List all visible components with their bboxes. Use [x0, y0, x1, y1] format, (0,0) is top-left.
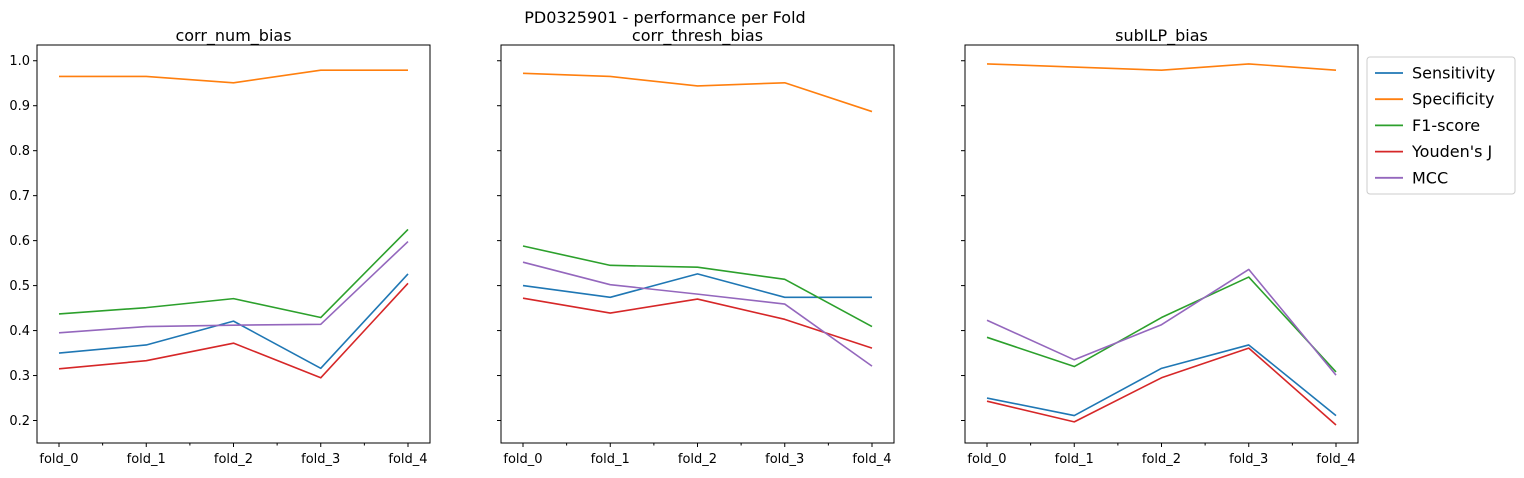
- y-tick-label: 1.0: [9, 54, 30, 69]
- x-tick-label: fold_0: [39, 452, 78, 467]
- series-line-f1-score: [986, 276, 1337, 373]
- x-tick-label: fold_1: [1055, 452, 1094, 467]
- series-line-specificity: [986, 63, 1337, 71]
- legend-item-sensitivity: Sensitivity: [1375, 64, 1495, 83]
- x-tick-label: fold_2: [1142, 452, 1181, 467]
- x-tick-label: fold_4: [852, 452, 891, 467]
- x-tick-label: fold_2: [678, 452, 717, 467]
- x-tick-label: fold_4: [388, 452, 427, 467]
- series-line-f1-score: [522, 245, 873, 328]
- legend-item-youden-s-j: Youden's J: [1375, 142, 1492, 161]
- legend-box: [1366, 56, 1516, 195]
- subplot-title: corr_num_bias: [175, 26, 291, 46]
- axes-frame: [36, 44, 431, 444]
- x-tick-label: fold_3: [765, 452, 804, 467]
- subplot-subilp-bias: subILP_bias fold_0 fold_1 fold_2 fold_3 fold_…: [961, 26, 1359, 467]
- y-tick-label: 0.7: [9, 189, 30, 204]
- y-tick-label: 0.2: [9, 414, 30, 429]
- subplot-corr-num-bias: corr_num_bias 0.2 0.3 0.4 0.5 0.6 0.7 0.8 0.9 1.0…: [9, 26, 431, 467]
- subplot-corr-thresh-bias: corr_thresh_bias fold_0 fold_1 fold_2 fold_3…: [497, 26, 895, 467]
- axes-frame: [500, 44, 895, 444]
- subplot-title: subILP_bias: [1115, 26, 1208, 46]
- y-tick-label: 0.4: [9, 324, 30, 339]
- x-tick-label: fold_0: [967, 452, 1006, 467]
- legend-item-specificity: Specificity: [1375, 90, 1494, 109]
- subplot-title: corr_thresh_bias: [632, 26, 763, 46]
- legend-label: Youden's J: [1411, 142, 1492, 161]
- legend-item-f1-score: F1-score: [1375, 116, 1480, 135]
- series-line-specificity: [59, 69, 408, 84]
- y-tick-label: 0.6: [9, 234, 30, 249]
- y-tick-label: 0.8: [9, 144, 30, 159]
- series-line-youden-s-j: [522, 297, 873, 349]
- legend-label: MCC: [1412, 168, 1448, 187]
- x-tick-label: fold_1: [127, 452, 166, 467]
- series-line-youden-s-j: [986, 347, 1337, 426]
- series-line-mcc: [58, 240, 409, 334]
- series-line-sensitivity: [986, 344, 1337, 417]
- legend-label: F1-score: [1412, 116, 1480, 135]
- subplots: corr_num_bias 0.2 0.3 0.4 0.5 0.6 0.7 0.8 0.9 1.0…: [9, 26, 1359, 467]
- series-line-mcc: [522, 261, 873, 367]
- series-line-sensitivity: [522, 273, 872, 299]
- x-tick-label: fold_3: [1229, 452, 1268, 467]
- x-tick-label: fold_1: [591, 452, 630, 467]
- legend-label: Specificity: [1412, 90, 1494, 109]
- legend: Sensitivity Specificity F1-score Youden's J…: [1366, 56, 1516, 195]
- legend-item-mcc: MCC: [1375, 168, 1448, 187]
- x-tick-label: fold_4: [1316, 452, 1355, 467]
- axes-frame: [964, 44, 1359, 444]
- series-line-youden-s-j: [58, 282, 409, 379]
- y-tick-label: 0.3: [9, 369, 30, 384]
- series-line-specificity: [522, 72, 873, 113]
- x-tick-label: fold_0: [503, 452, 542, 467]
- x-tick-label: fold_3: [301, 452, 340, 467]
- figure-suptitle: PD0325901 - performance per Fold: [524, 8, 805, 27]
- x-tick-label: fold_2: [214, 452, 253, 467]
- series-line-f1-score: [58, 228, 409, 319]
- series-line-mcc: [986, 268, 1337, 376]
- legend-label: Sensitivity: [1412, 64, 1495, 83]
- series-line-sensitivity: [58, 273, 409, 370]
- y-tick-label: 0.9: [9, 99, 30, 114]
- y-tick-label: 0.5: [9, 279, 30, 294]
